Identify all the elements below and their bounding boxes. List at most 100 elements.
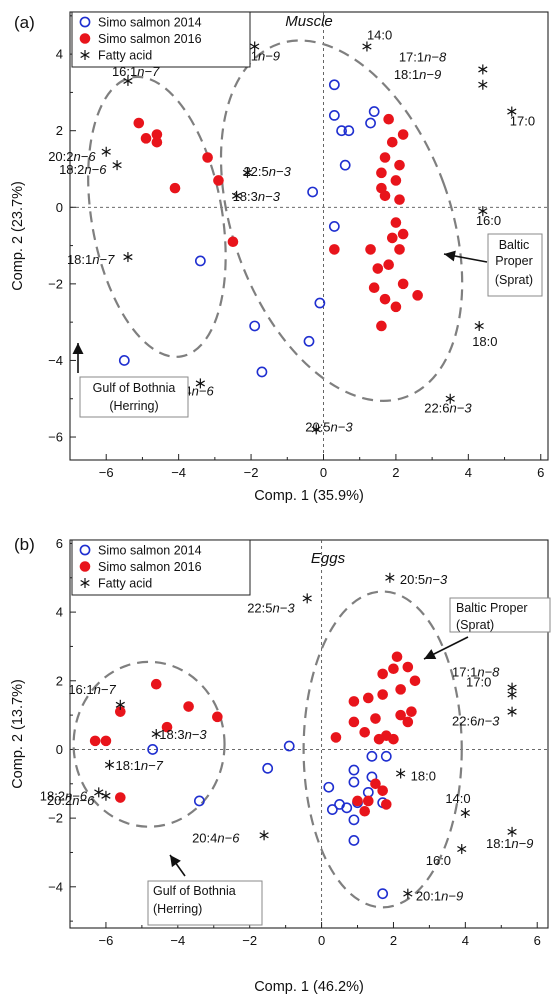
point-2014 <box>328 221 340 232</box>
asterisk-stroke <box>507 691 517 698</box>
x-tick-label: 0 <box>318 933 325 948</box>
x-tick-label: −6 <box>99 465 114 480</box>
fatty-acid-label: 18:1n−7 <box>67 252 115 267</box>
label-base: 14:0 <box>445 791 470 806</box>
label-base: 18:0 <box>472 334 497 349</box>
fatty-acid-point <box>259 830 269 841</box>
label-base: 18:1 <box>67 252 92 267</box>
point-2016 <box>406 706 417 717</box>
asterisk-stroke <box>123 77 133 84</box>
x-tick-label: 2 <box>392 465 399 480</box>
label-base: 18:1 <box>486 836 511 851</box>
fatty-acid-point <box>311 424 321 435</box>
group-note: Baltic Proper (Sprat) <box>423 597 551 660</box>
note-box <box>449 597 551 633</box>
fatty-acid-point <box>478 64 488 75</box>
fatty-acid-point <box>250 41 260 52</box>
fatty-acid-point <box>231 190 242 201</box>
label-italic: n−9 <box>419 67 441 82</box>
label-italic: n−6 <box>72 793 95 808</box>
point-2016 <box>359 726 371 738</box>
point-2014 <box>256 366 268 378</box>
asterisk-stroke <box>507 684 517 691</box>
point-2016 <box>379 190 391 202</box>
label-base: 20:2 <box>48 149 73 164</box>
legend-label: Simo salmon 2014 <box>98 16 202 30</box>
point-2014 <box>303 335 315 347</box>
group-note: Gulf of Bothnia (Herring) <box>147 854 263 926</box>
fatty-acid-label: 18:1n−9 <box>486 836 533 851</box>
point-2014 <box>283 740 295 752</box>
point-2014 <box>377 888 389 900</box>
asterisk-stroke <box>115 701 125 708</box>
fatty-acid-label: 20:2n−6 <box>48 149 96 164</box>
point-2016 <box>348 696 360 707</box>
y-tick-label: 6 <box>56 536 63 551</box>
note-text-line: (Sprat) <box>495 273 533 287</box>
fatty-acid-label: 17:0 <box>466 675 491 690</box>
fatty-acid-label: 20:2n−6 <box>47 793 95 808</box>
asterisk-stroke <box>460 809 470 816</box>
asterisk-stroke <box>231 192 242 199</box>
fatty-acid-point <box>101 146 111 157</box>
note-text-line: Gulf of Bothnia <box>153 884 236 898</box>
asterisk-stroke <box>195 380 205 387</box>
legend-marker-fatty-acid <box>80 50 90 60</box>
label-base: 16:0 <box>426 853 451 868</box>
point-2014 <box>328 109 340 121</box>
point-2014 <box>328 79 340 91</box>
point-2014 <box>323 781 335 793</box>
label-base: 16:0 <box>476 213 501 228</box>
point-2016 <box>383 259 394 271</box>
fatty-acid-point <box>101 790 111 801</box>
point-2016 <box>397 278 409 290</box>
point-2016 <box>359 805 371 817</box>
point-2014 <box>118 355 130 366</box>
asterisk-stroke <box>385 574 395 581</box>
point-2016 <box>383 113 394 125</box>
label-base: 18:0 <box>411 768 436 783</box>
label-base: 16:1 <box>112 64 137 79</box>
legend-label: Simo salmon 2016 <box>98 32 202 46</box>
fatty-acid-label: 14:0 <box>445 791 470 806</box>
fatty-acid-label: 20:5n−3 <box>400 572 448 587</box>
label-italic: n−3 <box>185 727 208 742</box>
fatty-acid-label: 22:6n−3 <box>424 401 472 416</box>
fatty-acid-label: 22:5n−3 <box>247 600 295 615</box>
label-italic: n−8 <box>424 49 447 64</box>
point-2016 <box>377 668 388 680</box>
panel-title: Muscle <box>285 13 333 30</box>
fatty-acid-point <box>403 888 413 899</box>
x-tick-label: −2 <box>242 933 257 948</box>
point-2016 <box>377 689 388 700</box>
y-tick-label: 2 <box>56 123 63 138</box>
fatty-acid-point <box>396 768 406 779</box>
point-2016 <box>380 799 392 810</box>
label-italic: n−6 <box>65 788 88 803</box>
point-2014 <box>368 106 380 117</box>
legend-label: Simo salmon 2016 <box>98 560 202 574</box>
point-2014 <box>343 125 355 137</box>
note-text-line: Baltic <box>499 238 530 252</box>
asterisk-stroke <box>80 51 90 59</box>
point-2016 <box>397 129 409 140</box>
fatty-acid-label: 18:3n−3 <box>233 189 281 204</box>
point-2014 <box>326 804 338 815</box>
point-2014 <box>339 159 351 171</box>
legend-marker-2016 <box>79 33 91 44</box>
fatty-acid-point <box>507 706 517 717</box>
label-base: 20:1 <box>416 889 441 904</box>
legend-marker-fatty-acid <box>80 578 90 588</box>
label-base: 18:1 <box>116 758 141 773</box>
fatty-acid-point <box>478 206 488 217</box>
point-2014 <box>262 762 274 774</box>
y-tick-label: 2 <box>56 673 63 688</box>
label-base: 22:5 <box>247 600 272 615</box>
point-2016 <box>368 282 380 293</box>
label-base: 22:6 <box>452 714 477 729</box>
group-ellipse <box>72 660 226 828</box>
point-2016 <box>227 236 239 248</box>
point-2016 <box>394 244 405 255</box>
fatty-acid-point <box>460 807 470 818</box>
x-axis-title: Comp. 1 (46.2%) <box>254 979 364 995</box>
